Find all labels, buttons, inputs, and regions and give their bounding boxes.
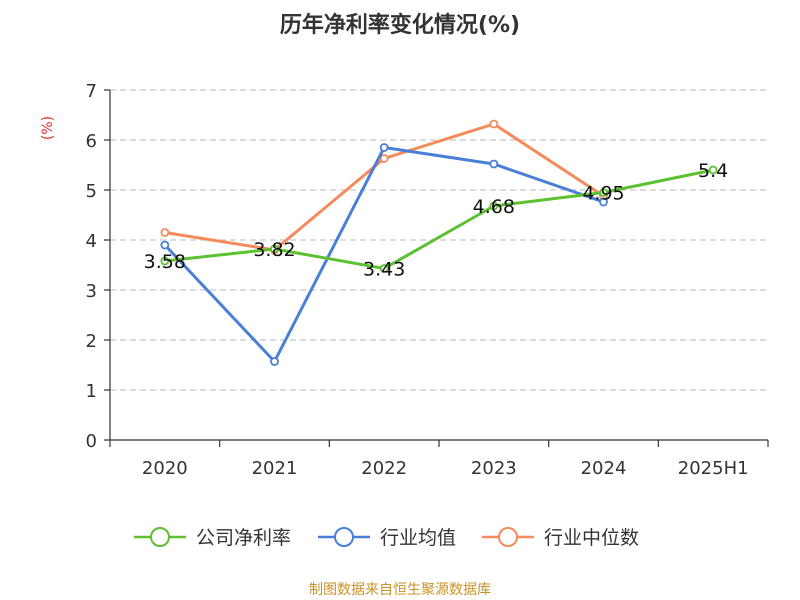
chart-title: 历年净利率变化情况(%) <box>280 12 520 38</box>
data-label: 4.95 <box>582 183 624 205</box>
data-point-行业中位数[interactable] <box>160 228 170 237</box>
legend-label: 行业中位数 <box>544 527 639 549</box>
legend-swatch-marker <box>150 527 170 547</box>
legend-label: 行业均值 <box>380 527 456 549</box>
legend-item-行业均值[interactable]: 行业均值 <box>318 527 456 549</box>
legend-item-行业中位数[interactable]: 行业中位数 <box>482 527 639 549</box>
data-label: 3.82 <box>253 239 295 261</box>
data-label: 4.68 <box>473 196 515 218</box>
data-label: 5.4 <box>698 160 728 182</box>
x-tick-label: 2021 <box>252 458 298 479</box>
x-tick-label: 2020 <box>142 458 188 479</box>
x-tick-label: 2022 <box>361 458 407 479</box>
y-tick-label: 5 <box>86 181 97 202</box>
y-tick-label: 1 <box>86 381 97 402</box>
series-lines <box>160 119 718 366</box>
data-point-行业中位数[interactable] <box>489 119 499 129</box>
y-tick-label: 4 <box>86 231 97 252</box>
data-point-行业中位数[interactable] <box>379 154 389 163</box>
y-tick-label: 2 <box>86 331 97 352</box>
y-tick-label: 0 <box>86 431 97 452</box>
y-axis-unit: (%) <box>40 116 56 140</box>
y-tick-label: 3 <box>86 281 97 302</box>
x-tick-label: 2024 <box>581 458 627 479</box>
legend-swatch-marker <box>498 527 518 547</box>
data-point-行业均值[interactable] <box>599 197 608 207</box>
y-tick-label: 6 <box>86 131 97 152</box>
legend-item-公司净利率[interactable]: 公司净利率 <box>134 527 291 549</box>
data-point-行业均值[interactable] <box>270 357 279 366</box>
legend-swatch-marker <box>334 527 354 547</box>
legend[interactable]: 公司净利率 行业均值 行业中位数 <box>134 527 639 549</box>
axes: 0 1 2 3 4 5 6 7 2020 2021 2022 2023 2024 2025H1 <box>86 81 769 479</box>
data-point-公司净利率[interactable] <box>270 244 279 254</box>
data-point-公司净利率[interactable] <box>708 165 718 175</box>
data-point-公司净利率[interactable] <box>379 264 389 273</box>
x-tick-label: 2025H1 <box>678 458 749 479</box>
data-point-公司净利率[interactable] <box>489 201 499 211</box>
series-line-公司净利率 <box>164 168 714 270</box>
data-labels: 3.58 3.82 3.43 4.68 4.95 5.4 <box>144 160 729 281</box>
y-tick-label: 7 <box>86 81 97 102</box>
x-tick-label: 2023 <box>471 458 517 479</box>
data-point-行业均值[interactable] <box>160 240 170 250</box>
data-point-行业均值[interactable] <box>379 143 389 152</box>
legend-label: 公司净利率 <box>196 527 291 549</box>
data-point-行业均值[interactable] <box>489 159 499 169</box>
data-label: 3.58 <box>144 251 186 273</box>
data-point-公司净利率[interactable] <box>160 256 170 266</box>
data-point-公司净利率[interactable] <box>599 188 608 197</box>
series-line-行业中位数 <box>164 122 605 252</box>
data-source-note: 制图数据来自恒生聚源数据库 <box>309 582 491 598</box>
data-label: 3.43 <box>363 259 405 281</box>
